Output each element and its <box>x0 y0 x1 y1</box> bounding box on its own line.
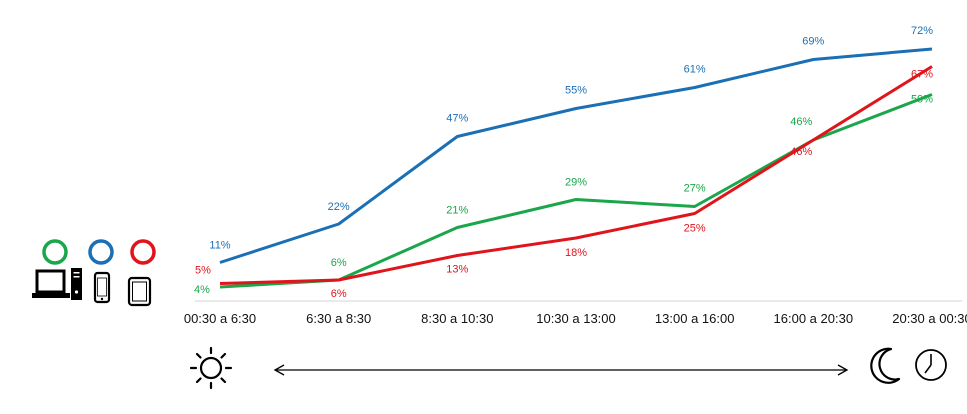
data-label-red: 46% <box>790 146 812 158</box>
data-label-blue: 55% <box>565 85 587 97</box>
series-line-blue <box>219 47 933 264</box>
data-label-blue: 22% <box>328 201 350 213</box>
timeline-arrow <box>273 364 849 376</box>
data-label-blue: 11% <box>209 240 230 252</box>
category-label: 10:30 a 13:00 <box>536 311 616 326</box>
category-label: 00:30 a 6:30 <box>184 311 256 326</box>
category-label: 8:30 a 10:30 <box>421 311 493 326</box>
data-label-red: 6% <box>331 288 347 300</box>
category-label: 16:00 a 20:30 <box>774 311 854 326</box>
data-label-blue: 72% <box>911 25 933 37</box>
data-label-green: 6% <box>331 257 347 269</box>
tablet-icon <box>127 276 152 307</box>
category-label-layer: 00:30 a 6:30 6:30 a 8:30 8:30 a 10:30 10:30… <box>184 311 967 326</box>
data-label-green: 29% <box>565 177 587 189</box>
series-line-red <box>219 65 933 285</box>
data-label-blue: 69% <box>802 36 824 48</box>
data-label-red: 5% <box>195 265 211 277</box>
clock-icon <box>915 349 947 381</box>
data-label-blue: 47% <box>446 113 468 125</box>
data-label-red: 67% <box>911 69 933 81</box>
category-label: 6:30 a 8:30 <box>306 311 371 326</box>
data-label-blue: 61% <box>684 64 706 76</box>
data-label-green: 27% <box>684 183 706 195</box>
series-layer <box>219 47 933 289</box>
legend-green-circle <box>42 239 68 265</box>
category-label: 13:00 a 16:00 <box>655 311 735 326</box>
data-label-green: 4% <box>194 284 210 296</box>
sun-icon <box>189 346 233 390</box>
smartphone-icon <box>93 271 111 304</box>
moon-icon <box>870 347 901 384</box>
data-label-green: 59% <box>911 94 933 106</box>
data-label-green: 21% <box>446 205 468 217</box>
data-label-green: 46% <box>790 116 812 128</box>
laptop-desktop-icon <box>32 268 82 300</box>
data-label-layer: 11% 22% 47% 55% 61% 69% 72% 4% 6% 21% 29% 27% 46% 59%… <box>194 25 933 300</box>
data-label-red: 13% <box>446 264 468 276</box>
category-label: 20:30 a 00:30 <box>892 311 967 326</box>
legend-red-circle <box>130 239 156 265</box>
legend-blue-circle <box>88 239 114 265</box>
data-label-red: 25% <box>684 223 706 235</box>
data-label-red: 18% <box>565 247 587 259</box>
